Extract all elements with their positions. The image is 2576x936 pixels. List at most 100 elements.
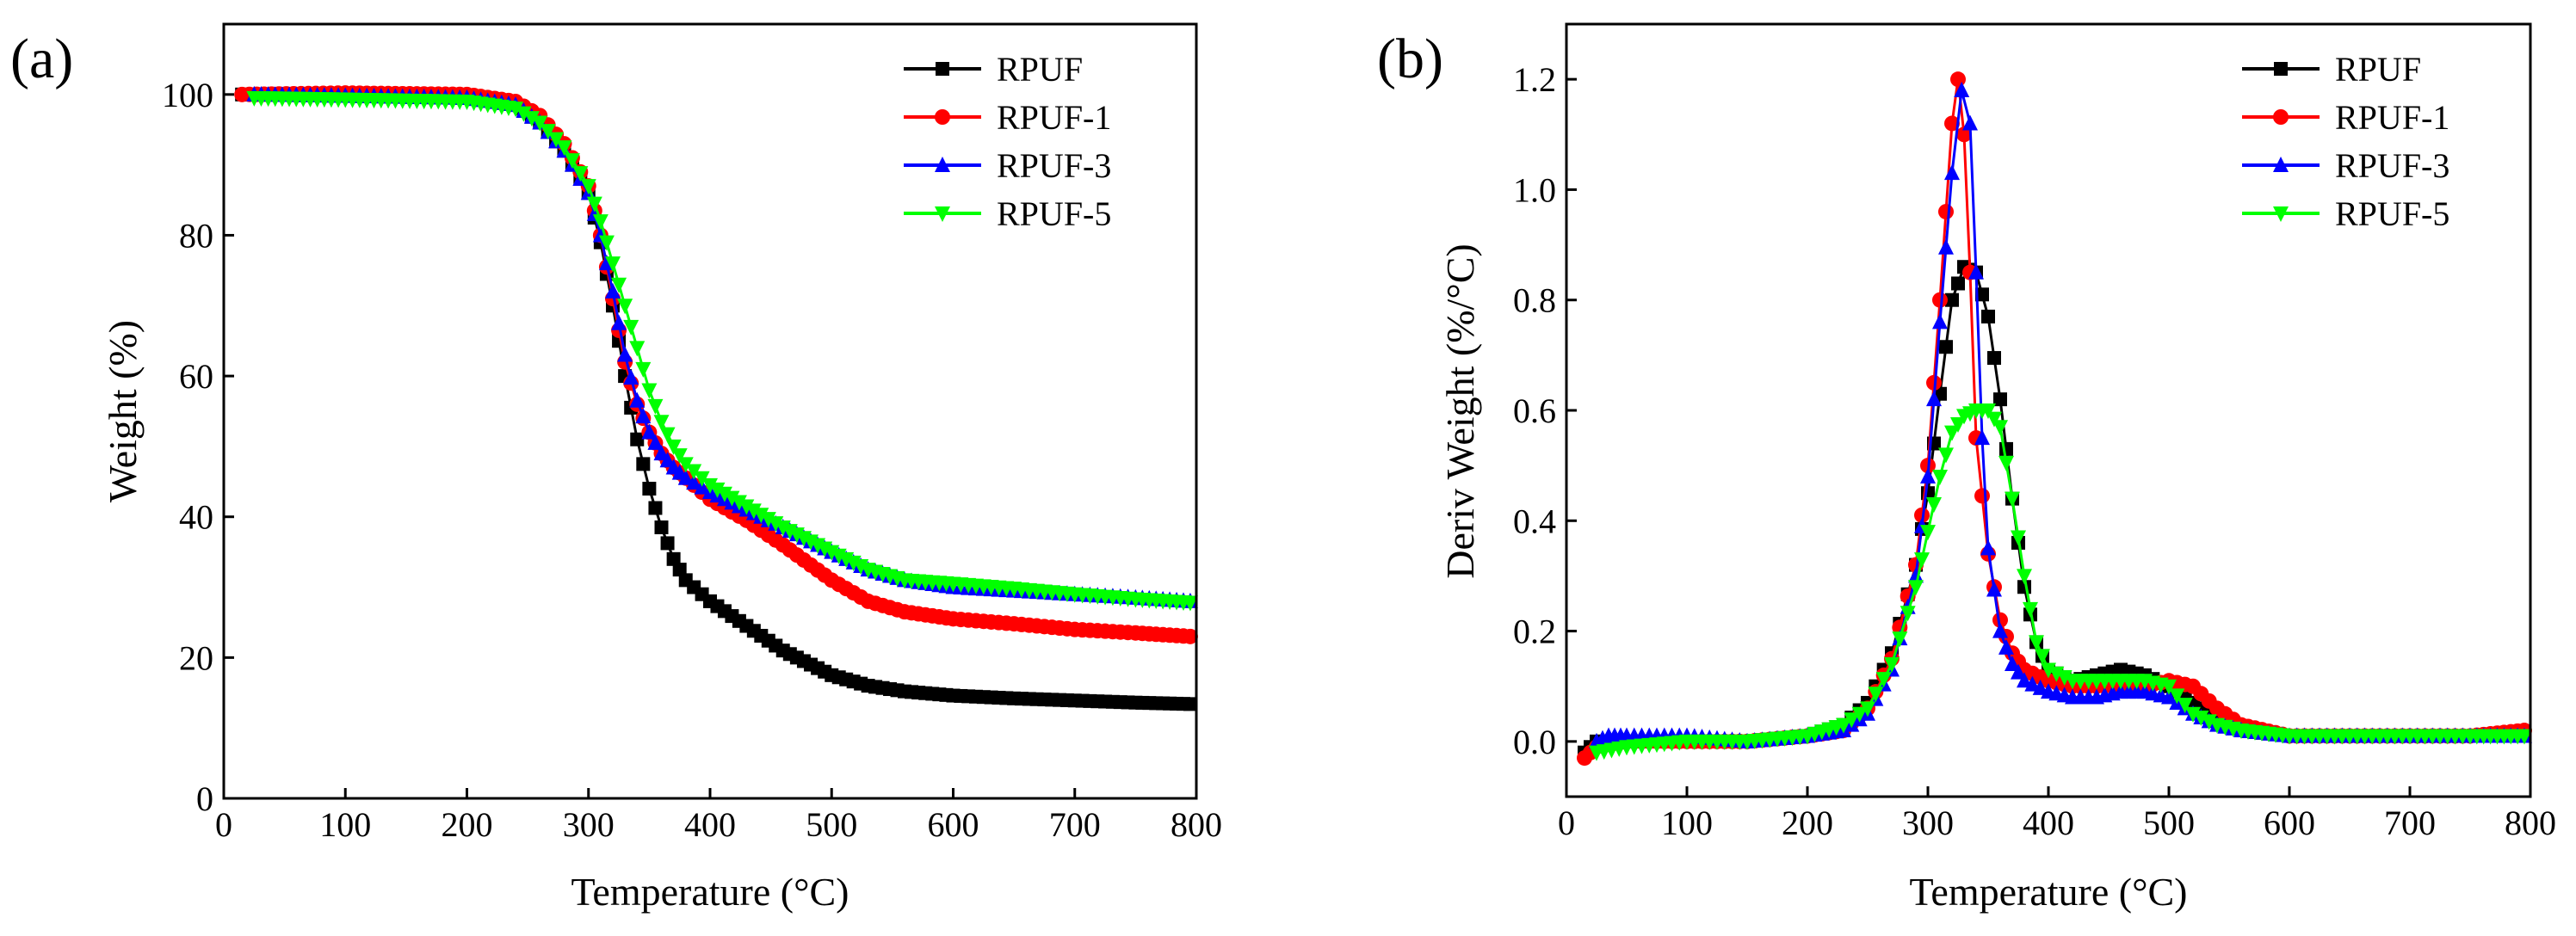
series-rpuf-5-point	[1920, 525, 1936, 541]
x-tick-label: 100	[319, 805, 371, 844]
panel-b-series-layer	[1577, 71, 2532, 767]
series-rpuf-point	[1975, 287, 1989, 302]
series-rpuf-5-point	[1836, 717, 1851, 734]
series-rpuf-point	[660, 536, 675, 551]
series-rpuf-1-point	[1182, 628, 1198, 644]
series-rpuf-3-point	[1926, 391, 1942, 407]
y-tick-label: 20	[179, 638, 213, 677]
series-rpuf-5-point	[753, 508, 769, 524]
series-rpuf-5-point	[2169, 688, 2185, 705]
series-rpuf-3-point	[1962, 114, 1978, 131]
series-rpuf-5-point	[1851, 706, 1868, 723]
series-rpuf-5-point	[564, 153, 580, 169]
y-tick-label: 60	[179, 357, 213, 396]
series-rpuf-point	[1951, 276, 1965, 291]
series-rpuf-5-point	[592, 214, 608, 231]
series-rpuf-5-point	[738, 499, 755, 515]
series-rpuf-point	[636, 457, 651, 471]
series-rpuf-point	[630, 432, 645, 446]
x-tick-label: 0	[1558, 804, 1575, 842]
legend-rpuf-5-label: RPUF-5	[997, 194, 1111, 233]
y-tick-label: 100	[162, 76, 213, 114]
series-rpuf-5-point	[1892, 631, 1908, 648]
y-tick-label: 1.2	[1513, 60, 1556, 99]
y-tick-label: 0.4	[1513, 502, 1556, 540]
x-tick-label: 100	[1661, 804, 1713, 842]
series-rpuf-5-point	[653, 415, 670, 431]
series-rpuf-1-point	[1914, 507, 1930, 523]
series-rpuf-1-point	[1992, 612, 2008, 628]
series-rpuf-3-point	[1968, 263, 1984, 280]
series-rpuf-5-point	[611, 277, 627, 293]
series-rpuf-5-point	[508, 102, 523, 118]
series-rpuf-point	[654, 520, 669, 534]
x-tick-label: 600	[928, 805, 979, 844]
x-tick-label: 400	[2023, 804, 2074, 842]
series-rpuf-3-point	[2011, 663, 2026, 680]
x-tick-label: 0	[215, 805, 232, 844]
series-rpuf-5-point	[1844, 712, 1860, 729]
series-rpuf-5-point	[1998, 455, 2014, 471]
x-tick-label: 700	[2384, 804, 2436, 842]
x-tick-label: 800	[1171, 805, 1222, 844]
series-rpuf-3-point	[1974, 429, 1990, 446]
legend-rpuf-1-marker	[2273, 109, 2289, 125]
series-rpuf-5-point	[1182, 595, 1198, 612]
series-rpuf-5-point	[702, 477, 718, 494]
series-rpuf-5-point	[724, 490, 740, 507]
series-rpuf-5-point	[745, 503, 762, 520]
legend-rpuf-1-label: RPUF-1	[2335, 98, 2449, 137]
series-rpuf-5-point	[1860, 701, 1875, 717]
series-rpuf-point	[1993, 392, 2007, 407]
series-rpuf-5-point	[1980, 403, 1996, 419]
legend-rpuf-5-label: RPUF-5	[2335, 194, 2449, 233]
series-rpuf-5-point	[2029, 635, 2044, 651]
series-rpuf-point	[1987, 351, 2001, 366]
y-tick-label: 40	[179, 498, 213, 537]
series-rpuf-point	[1999, 441, 2013, 456]
series-rpuf-5-point	[1914, 552, 1930, 569]
series-rpuf-5-point	[629, 341, 646, 357]
series-rpuf-5-point	[598, 235, 615, 251]
y-tick-label: 0.2	[1513, 613, 1556, 651]
legend-rpuf-1-label: RPUF-1	[997, 98, 1111, 137]
series-rpuf-5-point	[694, 471, 710, 487]
series-rpuf-3-point	[2161, 688, 2177, 705]
series-rpuf-5-point	[586, 196, 602, 212]
panel-b-axes: 0 100 200 300 400 500 600 700 800 0.0 0.2 0.4 0.6 0.8…	[1513, 60, 2556, 842]
series-rpuf-3-point	[605, 282, 621, 299]
legend-rpuf-3-label: RPUF-3	[997, 146, 1111, 185]
series-rpuf-5-point	[516, 106, 532, 122]
series-rpuf-5-point	[1992, 420, 2008, 436]
series-rpuf-3-point	[1938, 238, 1954, 255]
legend-rpuf-label: RPUF	[997, 50, 1083, 89]
series-rpuf-3-point	[1998, 638, 2014, 655]
x-tick-label: 700	[1049, 805, 1101, 844]
x-tick-label: 400	[684, 805, 736, 844]
series-rpuf-5	[1589, 403, 2532, 761]
panel-a-y-axis-title: Weight (%)	[101, 320, 145, 502]
x-tick-label: 500	[806, 805, 857, 844]
series-rpuf-5-point	[532, 115, 548, 132]
series-rpuf-5-point	[1938, 447, 1954, 464]
panel-b-x-axis-title: Temperature (°C)	[1910, 870, 2188, 914]
panel-a-series-layer	[234, 85, 1198, 711]
panel-b: (b) 0 100 200 300 400 500 600 700 800 0.0 0.2 0.4 0.…	[1377, 22, 2556, 914]
legend-rpuf-marker	[936, 62, 949, 76]
series-rpuf-3-point	[2017, 672, 2032, 688]
series-rpuf-5-point	[641, 383, 658, 399]
series-rpuf-3-point	[1944, 164, 1960, 181]
series-rpuf-5-point	[1868, 687, 1884, 703]
legend-rpuf-1-marker	[935, 109, 950, 125]
series-rpuf-5-point	[580, 179, 596, 195]
series-rpuf-3-point	[1954, 81, 1970, 97]
series-rpuf-3-point	[617, 346, 633, 362]
series-rpuf-5-point	[523, 111, 540, 127]
series-rpuf-5-point	[760, 512, 776, 528]
series-rpuf-5-point	[635, 361, 652, 378]
panel-b-legend: RPUF RPUF-1 RPUF-3 RPUF-5	[2242, 50, 2449, 233]
panel-a: (a) 0 100 200 300 400 500 600 700 800 0 20 40 60 80 10…	[10, 22, 1222, 914]
x-tick-label: 800	[2505, 804, 2556, 842]
series-rpuf-1-point	[1956, 126, 1972, 143]
